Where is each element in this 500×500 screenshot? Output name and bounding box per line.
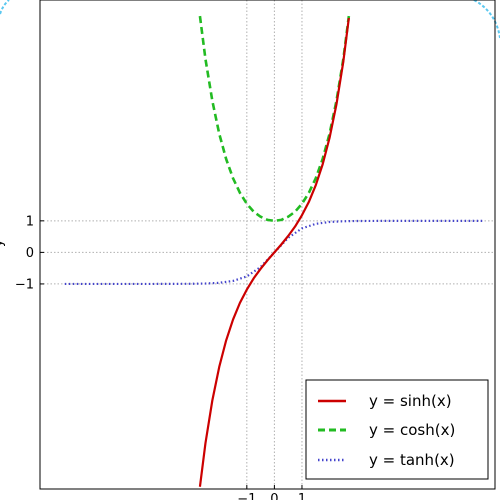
axis-ticks: 1 0 −1 −1 0 1 bbox=[15, 214, 306, 500]
legend-sinh-label: y = sinh(x) bbox=[369, 392, 452, 410]
y-tick-label: 0 bbox=[26, 246, 34, 261]
x-tick-label: 1 bbox=[298, 492, 306, 500]
series-line-ycoshx bbox=[198, 15, 351, 223]
series-line-ysinhx bbox=[198, 17, 350, 487]
series-lines bbox=[64, 15, 484, 487]
legend: y = sinh(x) y = cosh(x) y = tanh(x) bbox=[305, 379, 489, 480]
corner-arc-decoration-left bbox=[0, 0, 10, 15]
x-tick-label: 0 bbox=[270, 492, 278, 500]
series-line-ytanhx bbox=[64, 219, 484, 286]
y-tick-label: 1 bbox=[26, 214, 34, 229]
x-tick-label: −1 bbox=[237, 492, 256, 500]
y-axis-label: y bbox=[0, 239, 6, 247]
y-tick-label: −1 bbox=[15, 277, 34, 292]
legend-tanh-label: y = tanh(x) bbox=[369, 451, 455, 469]
legend-cosh-label: y = cosh(x) bbox=[369, 421, 455, 439]
corner-arc-decoration bbox=[473, 0, 500, 39]
legend-box bbox=[305, 379, 489, 480]
plot-frame bbox=[39, 0, 496, 490]
